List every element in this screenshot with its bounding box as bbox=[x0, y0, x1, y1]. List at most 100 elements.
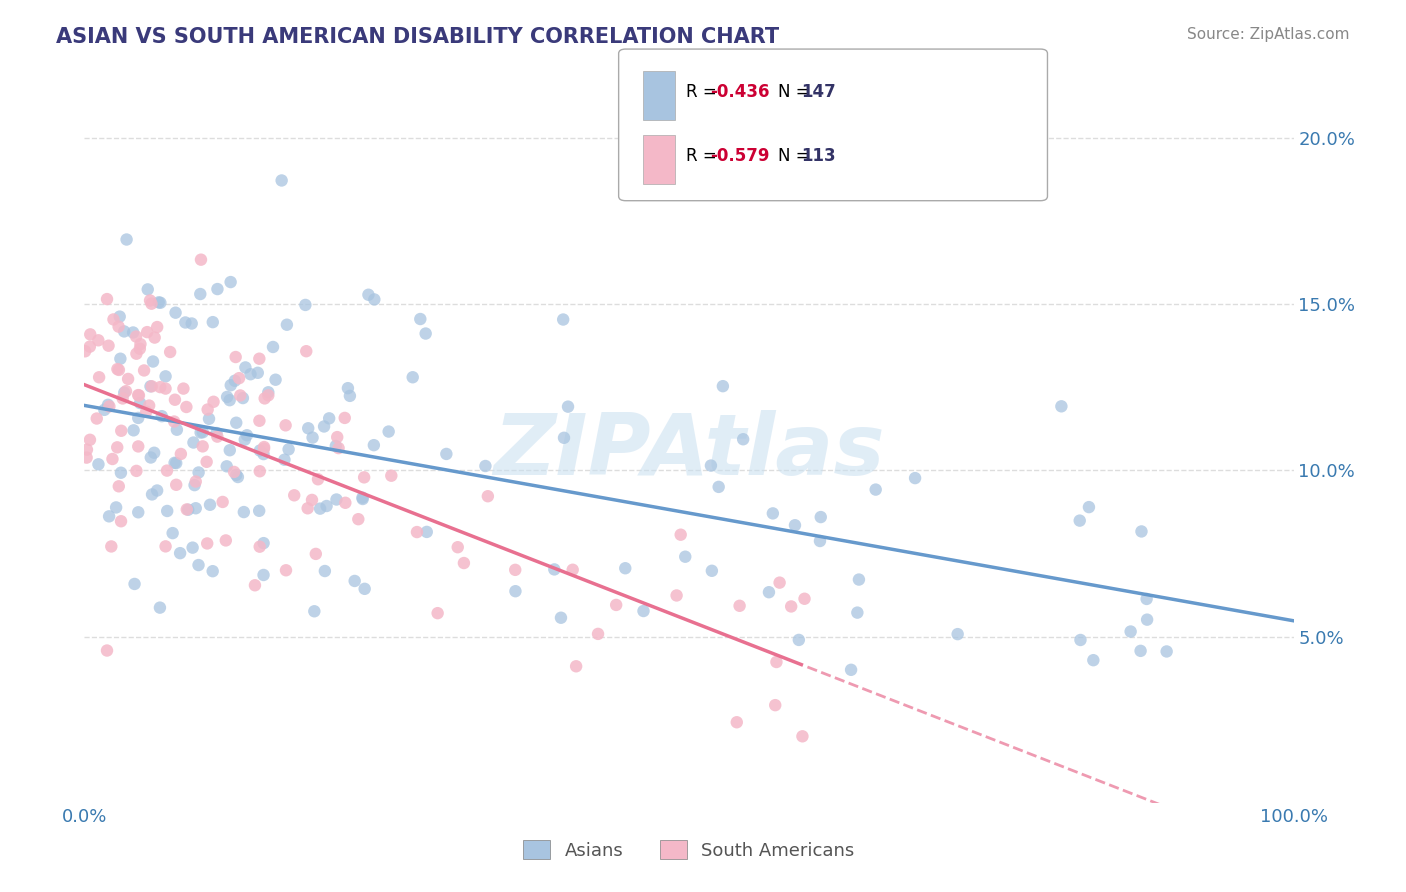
Asians bbox=[762, 507, 785, 521]
Asians bbox=[190, 425, 212, 440]
South Americans bbox=[190, 252, 212, 267]
South Americans bbox=[243, 578, 266, 592]
Asians bbox=[127, 411, 149, 425]
Text: ZIPAtlas: ZIPAtlas bbox=[494, 410, 884, 493]
Asians bbox=[146, 483, 169, 498]
Asians bbox=[226, 470, 249, 484]
Asians bbox=[353, 582, 375, 596]
Asians bbox=[402, 370, 425, 384]
Asians bbox=[363, 438, 385, 452]
South Americans bbox=[207, 429, 229, 443]
Asians bbox=[127, 505, 149, 519]
South Americans bbox=[128, 342, 150, 356]
Asians bbox=[162, 526, 184, 541]
South Americans bbox=[725, 715, 748, 730]
South Americans bbox=[146, 320, 169, 334]
Asians bbox=[112, 385, 135, 400]
South Americans bbox=[97, 339, 120, 353]
Asians bbox=[377, 425, 399, 439]
Asians bbox=[1130, 524, 1153, 539]
Text: -0.436: -0.436 bbox=[710, 83, 769, 101]
South Americans bbox=[111, 392, 134, 406]
Asians bbox=[149, 600, 172, 615]
Asians bbox=[810, 510, 832, 524]
Asians bbox=[188, 287, 211, 301]
South Americans bbox=[253, 392, 276, 406]
Asians bbox=[904, 471, 927, 485]
South Americans bbox=[335, 496, 357, 510]
Asians bbox=[219, 378, 242, 392]
Asians bbox=[1156, 644, 1178, 658]
Asians bbox=[129, 396, 152, 410]
South Americans bbox=[295, 344, 318, 359]
Asians bbox=[339, 389, 361, 403]
Asians bbox=[839, 663, 862, 677]
South Americans bbox=[125, 347, 148, 361]
Asians bbox=[1077, 500, 1099, 515]
South Americans bbox=[283, 488, 305, 502]
South Americans bbox=[780, 599, 803, 614]
Asians bbox=[177, 502, 200, 516]
Asians bbox=[1136, 591, 1159, 606]
South Americans bbox=[665, 589, 688, 603]
Asians bbox=[363, 293, 385, 307]
South Americans bbox=[225, 350, 247, 364]
Asians bbox=[276, 318, 298, 332]
Asians bbox=[139, 450, 162, 465]
South Americans bbox=[211, 495, 233, 509]
South Americans bbox=[139, 293, 162, 308]
Text: N =: N = bbox=[778, 83, 814, 101]
Asians bbox=[166, 423, 188, 437]
Asians bbox=[846, 606, 869, 620]
Asians bbox=[273, 452, 295, 467]
Asians bbox=[232, 505, 254, 519]
South Americans bbox=[87, 333, 110, 347]
Asians bbox=[318, 411, 340, 425]
South Americans bbox=[253, 442, 276, 456]
Asians bbox=[787, 632, 810, 647]
South Americans bbox=[307, 472, 329, 486]
South Americans bbox=[155, 540, 177, 554]
South Americans bbox=[191, 439, 214, 453]
South Americans bbox=[202, 394, 225, 409]
Text: ASIAN VS SOUTH AMERICAN DISABILITY CORRELATION CHART: ASIAN VS SOUTH AMERICAN DISABILITY CORRE… bbox=[56, 27, 779, 46]
Asians bbox=[115, 233, 138, 247]
South Americans bbox=[100, 540, 122, 554]
Text: R =: R = bbox=[686, 83, 723, 101]
South Americans bbox=[605, 598, 627, 612]
Asians bbox=[294, 298, 316, 312]
South Americans bbox=[426, 606, 449, 620]
Asians bbox=[415, 326, 437, 341]
South Americans bbox=[110, 514, 132, 528]
South Americans bbox=[125, 329, 148, 343]
Asians bbox=[143, 446, 166, 460]
Text: R =: R = bbox=[686, 147, 723, 165]
Asians bbox=[700, 564, 723, 578]
South Americans bbox=[156, 464, 179, 478]
South Americans bbox=[98, 400, 121, 414]
South Americans bbox=[107, 479, 129, 493]
South Americans bbox=[792, 729, 814, 743]
South Americans bbox=[765, 655, 787, 669]
Asians bbox=[474, 458, 496, 473]
South Americans bbox=[103, 312, 125, 326]
Asians bbox=[309, 501, 332, 516]
Asians bbox=[304, 604, 326, 618]
South Americans bbox=[87, 370, 110, 384]
South Americans bbox=[127, 388, 149, 402]
Asians bbox=[314, 564, 336, 578]
Asians bbox=[808, 534, 831, 549]
South Americans bbox=[108, 363, 131, 377]
South Americans bbox=[79, 433, 101, 447]
Asians bbox=[124, 577, 146, 591]
Text: 113: 113 bbox=[801, 147, 837, 165]
South Americans bbox=[107, 362, 129, 376]
Asians bbox=[232, 391, 254, 405]
Asians bbox=[700, 458, 723, 473]
South Americans bbox=[101, 452, 124, 467]
South Americans bbox=[197, 402, 219, 417]
Asians bbox=[110, 351, 132, 366]
Asians bbox=[434, 447, 457, 461]
Asians bbox=[247, 504, 270, 518]
South Americans bbox=[107, 319, 129, 334]
